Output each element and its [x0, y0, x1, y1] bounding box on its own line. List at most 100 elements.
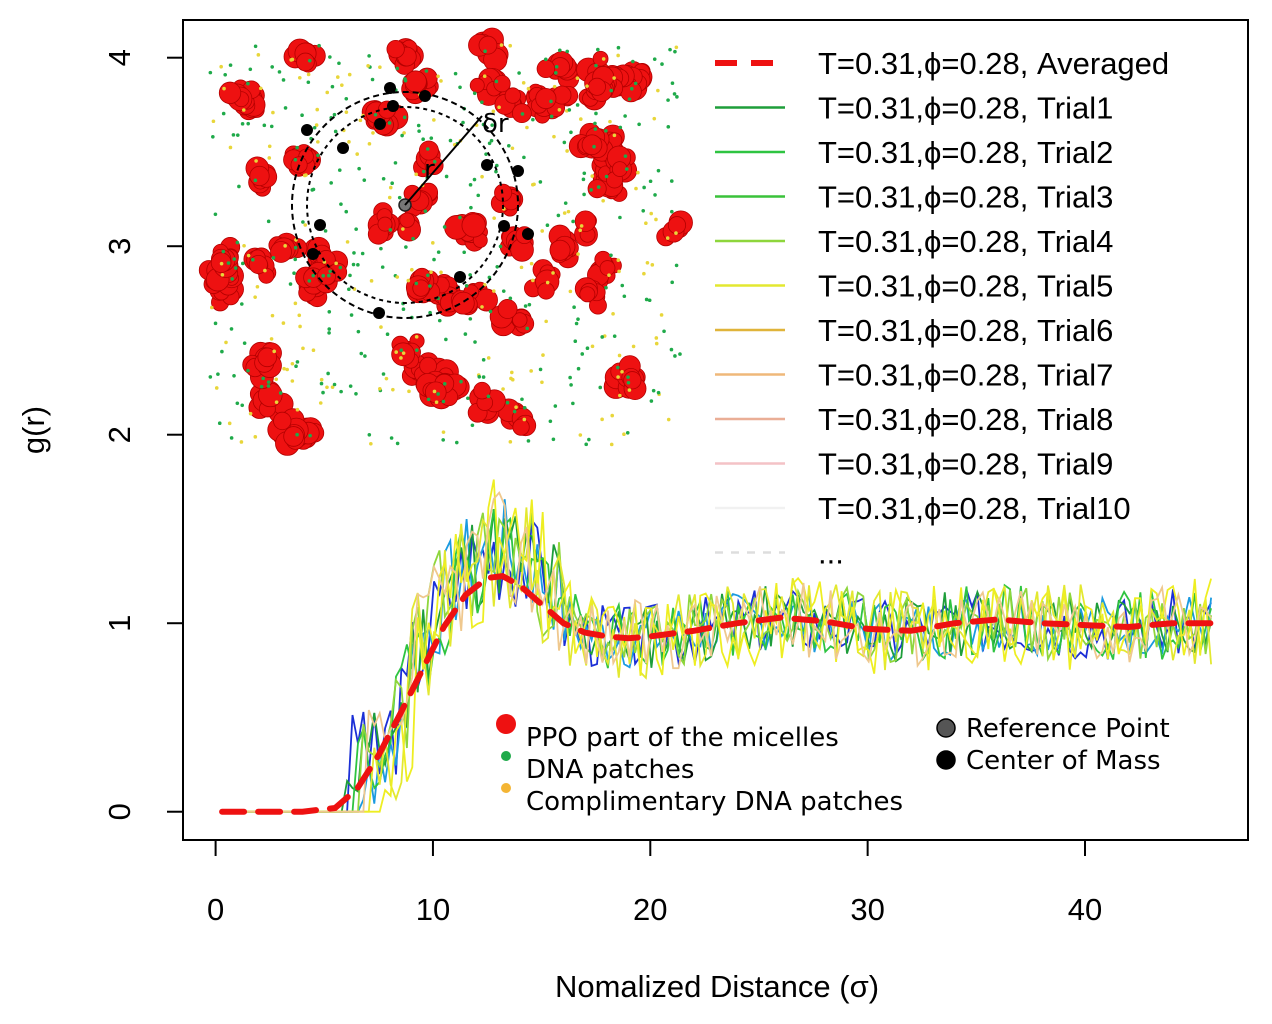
dna-patch: [622, 294, 627, 299]
dna-patch: [209, 305, 214, 310]
dna-patch: [345, 240, 350, 244]
dna-patch: [288, 282, 293, 286]
dna-patch: [216, 372, 220, 376]
dna-patch: [551, 271, 555, 275]
dna-patch: [651, 388, 656, 393]
dna-patch: [531, 278, 535, 283]
dna-patch: [387, 195, 392, 200]
dna-patch: [232, 374, 236, 378]
dna-patch: [522, 417, 527, 422]
dna-patch: [306, 72, 311, 77]
dna-patch: [448, 138, 453, 143]
dna-patch: [432, 257, 436, 262]
dna-patch: [367, 432, 372, 437]
dna-patch: [395, 66, 400, 71]
micelle-bead: [469, 77, 485, 93]
dna-patch: [596, 47, 600, 52]
dna-patch: [431, 241, 435, 245]
dna-patch: [228, 145, 233, 150]
inset-legend-marker: [501, 751, 511, 761]
dna-patch: [549, 99, 553, 104]
dna-patch: [558, 48, 562, 53]
dna-patch: [253, 435, 258, 439]
dna-patch: [240, 403, 245, 408]
dna-patch: [388, 228, 393, 232]
dna-patch: [573, 339, 578, 344]
dna-patch: [437, 318, 442, 323]
legend-label: T=0.31,ϕ=0.28, Trial5: [818, 269, 1113, 304]
dna-patch: [344, 209, 349, 214]
dna-patch: [328, 55, 332, 59]
dna-patch: [579, 224, 584, 228]
r-arrow: [404, 129, 471, 206]
dna-patch: [281, 78, 286, 82]
dna-patch: [522, 405, 527, 410]
dna-patch: [541, 353, 545, 357]
dna-patch: [311, 273, 316, 278]
dna-patch: [270, 65, 274, 69]
dna-patch: [230, 277, 235, 281]
dna-patch: [623, 114, 627, 118]
dna-patch: [617, 269, 621, 274]
micelle-bead: [249, 165, 270, 187]
x-tick-label: 30: [850, 892, 884, 927]
dna-patch: [568, 289, 573, 294]
dna-patch: [552, 134, 556, 139]
dna-patch: [648, 179, 653, 184]
dna-patch: [294, 364, 298, 369]
dna-patch: [674, 263, 679, 268]
dna-patch: [480, 174, 484, 179]
dna-patch: [571, 219, 575, 224]
dna-patch: [293, 245, 298, 250]
dna-patch: [652, 116, 657, 121]
dna-patch: [562, 211, 567, 215]
dna-patch: [219, 261, 224, 266]
dna-patch: [568, 375, 572, 380]
legend-label: ...: [818, 536, 844, 571]
dna-patch: [410, 267, 414, 272]
dna-patch: [608, 119, 612, 124]
dna-patch: [585, 346, 590, 350]
dna-patch: [394, 350, 398, 354]
dna-patch: [254, 159, 258, 163]
dna-patch: [652, 57, 657, 61]
dna-patch: [269, 337, 274, 341]
dna-patch: [330, 84, 335, 89]
dna-patch: [579, 117, 583, 121]
dna-patch: [295, 145, 299, 150]
center-of-mass: [301, 124, 313, 136]
dna-patch: [301, 220, 305, 224]
dna-patch: [295, 407, 300, 412]
dna-patch: [626, 375, 630, 379]
dna-patch: [444, 174, 449, 179]
micelle-bead: [386, 39, 405, 59]
dna-patch: [631, 344, 636, 349]
y-tick-label: 3: [102, 238, 137, 255]
dna-patch: [444, 337, 448, 342]
dna-patch: [453, 71, 458, 76]
dna-patch: [604, 129, 608, 133]
dna-patch: [607, 273, 611, 277]
dna-patch: [468, 317, 473, 321]
dna-patch: [589, 188, 593, 192]
dna-patch: [406, 278, 411, 283]
dna-patch: [669, 179, 674, 183]
dna-patch: [616, 53, 620, 58]
dna-patch: [578, 433, 583, 437]
dna-patch: [441, 430, 446, 434]
dna-patch: [553, 404, 558, 408]
x-axis-title: Nomalized Distance (σ): [555, 969, 879, 1004]
dna-patch: [344, 110, 349, 114]
dna-patch: [338, 265, 343, 270]
y-tick-label: 0: [102, 803, 137, 820]
dna-patch: [302, 173, 307, 178]
dna-patch: [251, 257, 255, 262]
dna-patch: [293, 157, 298, 162]
dna-patch: [432, 118, 436, 122]
dna-patch: [270, 313, 275, 318]
dna-patch: [587, 437, 591, 442]
dna-patch: [362, 178, 367, 182]
dna-patch: [283, 106, 288, 110]
dna-patch: [289, 58, 293, 62]
dna-patch: [208, 70, 213, 75]
